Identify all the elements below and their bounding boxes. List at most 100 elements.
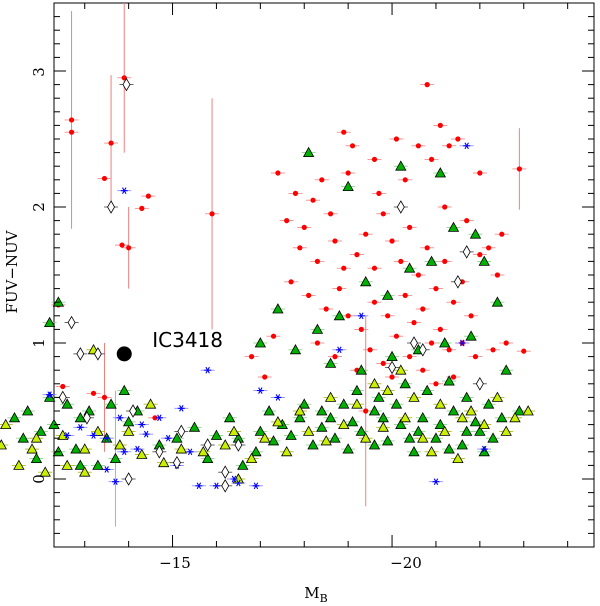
series-2-triangle-point-40	[408, 391, 420, 402]
series-4-diamond-point-18	[388, 360, 397, 375]
series-1-triangle-point-28	[399, 377, 411, 389]
series-0-circle-point-62	[393, 333, 400, 339]
series-0-circle-point-65	[420, 306, 426, 312]
series-1-triangle-point-35	[294, 411, 306, 423]
series-0-circle-point-59	[358, 326, 364, 332]
series-1-triangle-point-59	[408, 445, 420, 457]
series-1-triangle-point-96	[74, 459, 87, 470]
series-1-triangle-point-14	[302, 146, 315, 158]
series-3-asterisk-point-13	[103, 466, 111, 473]
series-3-asterisk-point-25	[230, 475, 238, 483]
series-0-circle-point-35	[332, 238, 338, 244]
series-2-triangle-point-37	[324, 391, 337, 402]
series-0-circle-point-64	[411, 320, 417, 326]
series-1-triangle-point-99	[109, 452, 122, 464]
series-2-triangle-point-20	[302, 425, 315, 436]
series-2-triangle-point-13	[114, 439, 126, 450]
series-1-triangle-point-17	[491, 296, 504, 307]
series-0-circle-point-52	[486, 245, 492, 251]
series-3-asterisk-point-8	[103, 434, 111, 442]
series-1-triangle-point-29	[421, 384, 433, 396]
series-1-triangle-point-4	[311, 323, 324, 334]
series-3-asterisk-point-23	[432, 478, 440, 486]
series-4-diamond-point-6	[155, 445, 164, 459]
series-0-circle-point-78	[380, 360, 386, 366]
series-0-circle-point-43	[407, 224, 413, 230]
series-1-triangle-point-56	[30, 452, 43, 464]
series-1-triangle-point-98	[122, 416, 135, 427]
series-0-circle-point-25	[477, 170, 483, 176]
series-1-triangle-point-5	[333, 309, 346, 321]
series-0-circle-point-63	[402, 292, 408, 298]
series-1-triangle-point-23	[439, 337, 451, 348]
series-1-triangle-point-21	[386, 350, 398, 362]
series-3-asterisk-point-22	[463, 142, 471, 150]
series-1-triangle-point-10	[447, 221, 460, 232]
series-0-circle-point-84	[345, 170, 351, 176]
series-1-triangle-point-37	[254, 425, 267, 436]
series-3-asterisk-point-24	[252, 482, 260, 490]
series-1-triangle-point-67	[377, 411, 389, 423]
series-2-triangle-point-9	[13, 459, 25, 470]
series-0-circle-point-17	[349, 143, 356, 149]
series-1-triangle-point-64	[513, 405, 526, 416]
series-2-triangle-point-18	[259, 432, 271, 443]
series-0-circle-point-75	[332, 354, 338, 360]
series-0-circle-point-44	[415, 272, 421, 278]
series-4-diamond-point-5	[177, 424, 186, 439]
series-0-circle-point-45	[424, 245, 430, 251]
series-0-circle-point-16	[341, 129, 347, 135]
series-1-triangle-point-11	[469, 228, 482, 239]
tick-label-y-2: 2	[30, 202, 48, 212]
series-2-triangle-point-1	[144, 398, 157, 409]
series-0-circle-point-31	[301, 224, 307, 230]
series-2-triangle-point-4	[30, 432, 43, 443]
series-2-triangle-point-39	[381, 384, 394, 396]
annotation-ic3418: IC3418	[152, 328, 223, 352]
series-4-diamond-point-19	[418, 343, 427, 357]
tick-label-x-1: −20	[390, 554, 422, 572]
series-3-asterisk-point-16	[256, 387, 264, 394]
series-1-triangle-point-18	[289, 343, 302, 355]
series-4-diamond-point-0	[122, 77, 131, 92]
series-0-circle-point-51	[477, 252, 483, 258]
series-0-circle-point-38	[363, 231, 369, 237]
series-2-triangle-point-36	[294, 405, 306, 416]
series-0-circle-point-92	[248, 354, 255, 360]
series-1-triangle-point-33	[338, 398, 350, 409]
series-1-triangle-point-90	[298, 398, 310, 409]
series-0-circle-point-21	[428, 156, 435, 162]
series-2-triangle-point-22	[338, 418, 350, 430]
series-0-circle-point-83	[450, 374, 457, 380]
series-2-triangle-point-43	[491, 391, 504, 402]
series-0-circle-point-41	[389, 238, 395, 244]
series-1-triangle-point-30	[443, 375, 455, 386]
series-0-circle-point-74	[314, 340, 321, 346]
series-1-triangle-point-62	[474, 425, 486, 436]
series-4-diamond-point-12	[124, 472, 133, 486]
series-1-triangle-point-41	[171, 432, 183, 443]
data-points	[0, 75, 534, 493]
series-1-triangle-point-91	[263, 405, 275, 416]
series-0-circle-point-37	[354, 252, 360, 258]
series-0-circle-point-47	[442, 258, 448, 264]
series-5-big-circle-point-0	[116, 346, 132, 362]
series-3-asterisk-point-9	[90, 432, 98, 439]
series-4-diamond-point-15	[453, 275, 462, 289]
series-2-triangle-point-31	[219, 439, 231, 450]
series-2-triangle-point-2	[122, 425, 135, 436]
series-1-triangle-point-19	[324, 357, 337, 368]
series-3-asterisk-point-0	[120, 187, 128, 194]
series-4-diamond-point-13	[396, 200, 405, 214]
series-1-triangle-point-65	[417, 411, 429, 423]
series-0-circle-point-27	[275, 170, 281, 176]
series-0-circle-point-0	[121, 75, 127, 81]
series-1-triangle-point-20	[355, 364, 367, 375]
series-1-triangle-point-89	[324, 411, 337, 423]
series-0-circle-point-19	[393, 136, 400, 142]
series-1-triangle-point-61	[456, 439, 468, 450]
series-0-circle-point-67	[437, 326, 443, 332]
series-3-asterisk-point-3	[155, 414, 163, 422]
series-4-diamond-point-17	[475, 377, 484, 391]
series-1-triangle-point-82	[461, 425, 473, 436]
